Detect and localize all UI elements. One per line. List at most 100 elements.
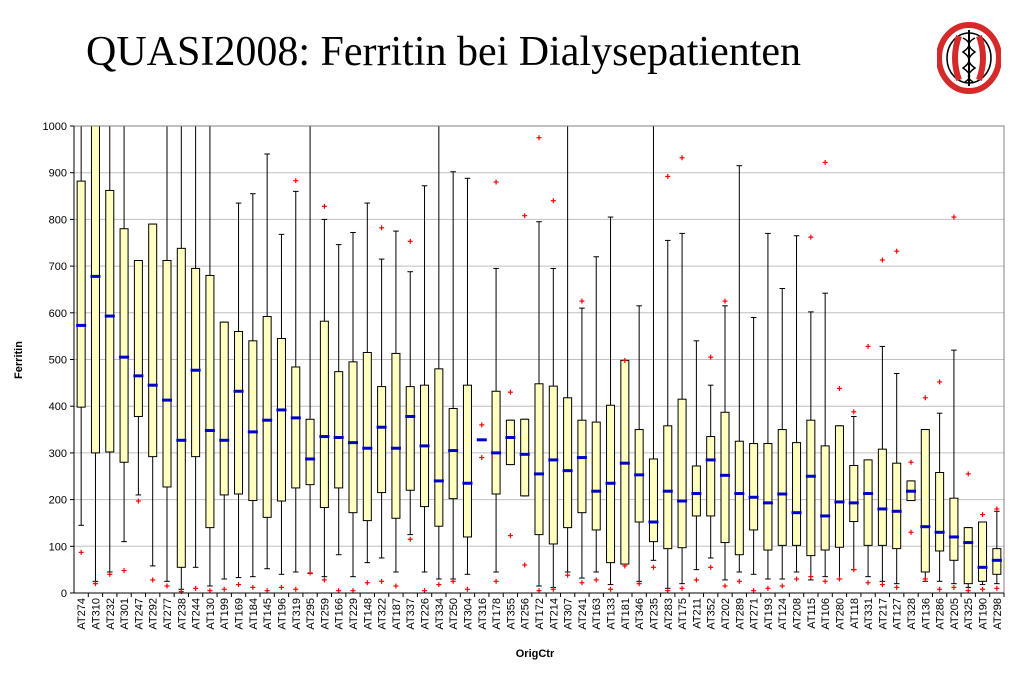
box bbox=[119, 228, 129, 463]
box bbox=[720, 411, 730, 544]
x-tick-label: AT292 bbox=[148, 598, 160, 630]
logo bbox=[936, 22, 1002, 94]
x-tick-label: AT130 bbox=[205, 598, 217, 630]
y-tick-label: 800 bbox=[49, 214, 67, 226]
box-group bbox=[519, 213, 530, 568]
box bbox=[834, 425, 844, 548]
box-group bbox=[448, 171, 459, 584]
box bbox=[291, 366, 301, 489]
x-axis-label: OrigCtr bbox=[516, 648, 555, 660]
box bbox=[734, 440, 744, 556]
box bbox=[76, 180, 86, 408]
box bbox=[863, 459, 873, 546]
box bbox=[391, 352, 401, 519]
x-tick-label: AT202 bbox=[720, 598, 732, 630]
box-group bbox=[677, 155, 688, 591]
box-group bbox=[219, 321, 230, 592]
box-group bbox=[362, 202, 373, 586]
box-group bbox=[119, 125, 130, 574]
x-tick-label: AT118 bbox=[849, 598, 861, 629]
box-group bbox=[305, 125, 316, 576]
x-tick-label: AT184 bbox=[248, 598, 260, 630]
box-group bbox=[390, 230, 401, 589]
box bbox=[591, 421, 601, 531]
box-group bbox=[491, 179, 502, 584]
x-tick-label: AT175 bbox=[677, 598, 689, 630]
box bbox=[534, 383, 544, 536]
box-group bbox=[748, 316, 759, 594]
x-tick-label: AT127 bbox=[892, 598, 904, 630]
box-group bbox=[848, 409, 859, 573]
y-tick-label: 600 bbox=[49, 308, 67, 320]
box bbox=[105, 189, 115, 453]
box bbox=[648, 458, 658, 543]
box bbox=[577, 419, 587, 514]
x-tick-label: AT145 bbox=[262, 598, 274, 630]
box bbox=[176, 247, 186, 568]
x-tick-label: AT334 bbox=[434, 598, 446, 630]
x-tick-label: AT295 bbox=[305, 598, 317, 630]
y-tick-label: 1000 bbox=[43, 121, 67, 133]
box bbox=[763, 443, 773, 551]
x-tick-label: AT316 bbox=[477, 598, 489, 630]
box-group bbox=[505, 389, 516, 539]
x-tick-label: AT271 bbox=[749, 598, 761, 630]
x-tick-label: AT172 bbox=[534, 598, 546, 630]
box-group bbox=[920, 395, 931, 582]
x-tick-label: AT187 bbox=[391, 598, 403, 630]
x-tick-label: AT211 bbox=[691, 598, 703, 629]
x-tick-label: AT298 bbox=[992, 598, 1004, 630]
box-group bbox=[548, 198, 559, 592]
box bbox=[892, 462, 902, 550]
box bbox=[133, 259, 143, 417]
box bbox=[505, 419, 515, 466]
box bbox=[148, 223, 158, 458]
x-tick-label: AT148 bbox=[362, 598, 374, 630]
x-tick-label: AT106 bbox=[820, 598, 832, 630]
box-group bbox=[347, 231, 359, 594]
box-group bbox=[104, 125, 115, 577]
box bbox=[348, 361, 358, 514]
y-tick-label: 500 bbox=[49, 355, 67, 367]
box bbox=[548, 385, 558, 545]
box bbox=[219, 321, 229, 496]
box bbox=[191, 267, 201, 458]
x-tick-label: AT352 bbox=[706, 598, 718, 630]
x-tick-label: AT322 bbox=[377, 598, 389, 630]
y-tick-label: 100 bbox=[49, 541, 67, 553]
page-title: QUASI2008: Ferritin bei Dialysepatienten bbox=[86, 29, 802, 75]
box-group bbox=[290, 178, 301, 592]
box-group bbox=[476, 422, 487, 461]
box bbox=[520, 418, 530, 497]
box-group bbox=[891, 248, 902, 590]
box bbox=[806, 419, 816, 557]
x-tick-label: AT205 bbox=[949, 598, 961, 630]
box bbox=[305, 418, 315, 486]
x-tick-label: AT136 bbox=[920, 598, 932, 630]
box-group bbox=[719, 298, 731, 589]
box-group bbox=[619, 357, 630, 569]
plot-area bbox=[76, 125, 1002, 595]
box-group bbox=[204, 125, 215, 594]
box bbox=[90, 125, 100, 454]
y-axis-label: Ferritin bbox=[13, 341, 25, 379]
x-tick-label: AT133 bbox=[606, 598, 618, 630]
x-tick-label: AT259 bbox=[319, 598, 331, 630]
box-group bbox=[991, 506, 1002, 591]
y-tick-label: 900 bbox=[49, 168, 67, 180]
box-group bbox=[262, 153, 273, 594]
x-tick-label: AT235 bbox=[648, 598, 660, 630]
box-group bbox=[176, 125, 187, 595]
box-group bbox=[76, 125, 87, 555]
box bbox=[920, 429, 930, 573]
box bbox=[205, 274, 215, 529]
x-tick-label: AT244 bbox=[191, 598, 203, 630]
box bbox=[462, 384, 472, 538]
box bbox=[448, 408, 458, 500]
box-group bbox=[405, 238, 416, 542]
box-group bbox=[247, 193, 258, 590]
x-tick-label: AT325 bbox=[963, 598, 975, 630]
x-tick-label: AT178 bbox=[491, 598, 503, 630]
box bbox=[978, 521, 988, 582]
